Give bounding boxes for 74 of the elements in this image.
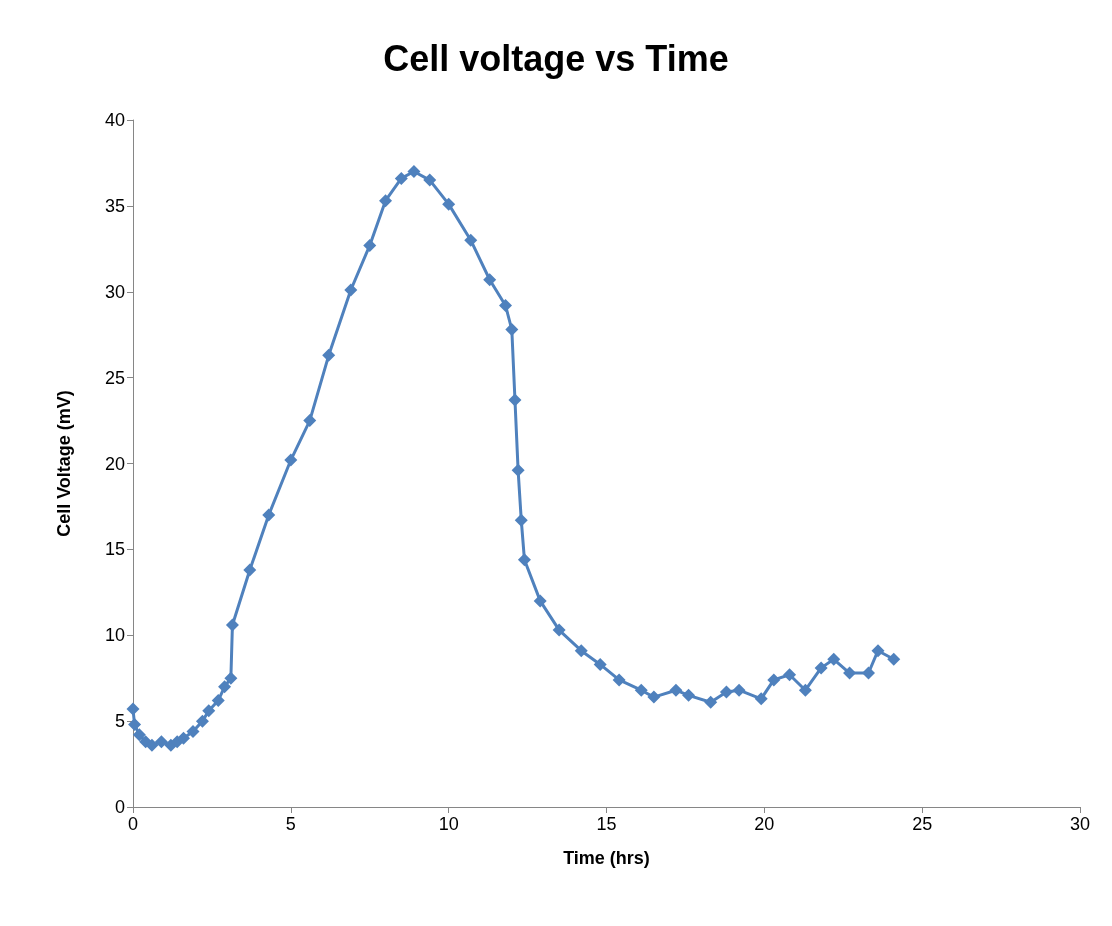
point [514,513,528,527]
x-tick-label: 15 [596,814,617,834]
point [511,463,525,477]
point [145,738,159,752]
point [154,735,168,749]
chart-title: Cell voltage vs Time [383,37,729,79]
point [363,238,377,252]
point [224,671,238,685]
y-axis-title: Cell Voltage (mV) [54,390,74,537]
point [505,323,519,337]
point [508,393,522,407]
x-tick-label: 30 [1069,814,1091,834]
point [647,690,661,704]
point [843,666,857,680]
point [284,453,298,467]
y-tick-label: 0 [114,797,125,817]
point [379,194,393,208]
x-tick-label: 25 [912,814,933,834]
point [128,718,142,732]
point [574,644,588,658]
point [394,171,408,185]
point [344,283,358,297]
point [262,508,276,522]
y-tick-label: 5 [114,711,125,732]
point [202,704,216,718]
point [669,683,683,697]
point [442,197,456,211]
point [218,680,232,694]
x-axis-title: Time (hrs) [563,848,650,868]
point [177,731,191,745]
point [871,644,885,658]
point [682,688,696,702]
point [552,623,566,637]
point [704,695,718,709]
point [498,298,512,312]
point [754,692,768,706]
point [634,683,648,697]
x-tick-label: 5 [285,814,296,834]
point [887,652,901,666]
x-tick-label: 10 [438,814,459,834]
point [533,594,547,608]
point [186,724,200,738]
y-tick-label: 35 [104,195,125,216]
y-tick-label: 20 [104,453,125,474]
point [767,673,781,687]
point [732,683,746,697]
point [483,273,497,287]
point [225,618,239,632]
point [211,694,225,708]
point [798,683,812,697]
point [612,673,626,687]
point [814,661,828,675]
point [303,414,317,428]
point [783,668,797,682]
point [132,728,146,742]
point [517,553,531,567]
y-tick-label: 40 [104,110,125,130]
point [464,233,478,247]
y-tick-label: 30 [104,281,125,302]
x-tick-label: 0 [127,814,139,834]
point [719,685,733,699]
y-tick-label: 15 [104,539,125,560]
point [862,666,875,680]
y-tick-label: 10 [104,625,125,646]
point [423,173,437,187]
point [243,563,257,577]
point [827,652,841,666]
x-tick-label: 20 [754,814,775,834]
point [322,348,336,362]
point [593,657,607,671]
point [126,702,140,716]
point [407,165,421,179]
point [195,714,209,728]
y-tick-label: 25 [104,367,125,388]
